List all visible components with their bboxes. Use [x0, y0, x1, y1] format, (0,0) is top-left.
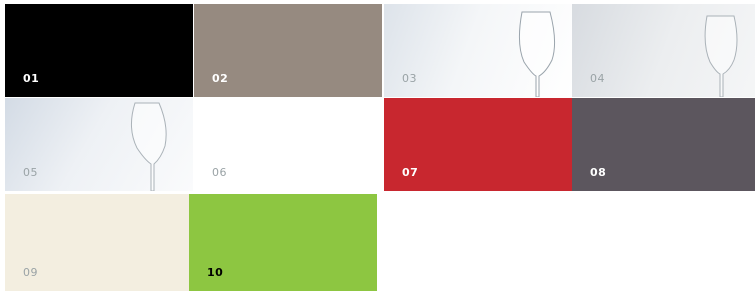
- swatch-label: 06: [212, 166, 227, 179]
- swatch-label: 04: [590, 72, 605, 85]
- swatch-label: 09: [23, 266, 38, 279]
- swatch-label: 08: [590, 166, 606, 179]
- swatch[interactable]: 07: [384, 98, 572, 191]
- swatch[interactable]: 02: [194, 4, 382, 97]
- swatch[interactable]: 10: [189, 194, 377, 291]
- swatch-label: 03: [402, 72, 417, 85]
- swatch-label: 07: [402, 166, 418, 179]
- swatch[interactable]: 03: [384, 4, 572, 97]
- swatch[interactable]: 06: [194, 98, 382, 191]
- swatch[interactable]: 05: [5, 98, 193, 191]
- swatch-label: 05: [23, 166, 38, 179]
- swatch[interactable]: 09: [5, 194, 193, 291]
- page: 01 02 03 04 05 06 07 08 09 10 (() => { c…: [0, 0, 755, 291]
- swatch-label: 10: [207, 266, 223, 279]
- swatch[interactable]: 04: [572, 4, 755, 97]
- swatch[interactable]: 08: [572, 98, 755, 191]
- swatch-label: 01: [23, 72, 39, 85]
- swatch[interactable]: 01: [5, 4, 193, 97]
- swatch-label: 02: [212, 72, 228, 85]
